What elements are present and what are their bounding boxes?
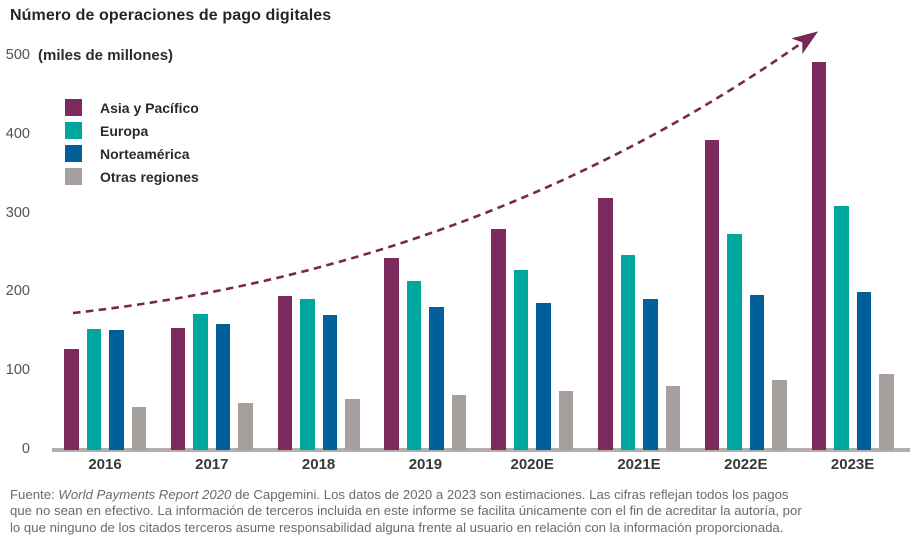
bar xyxy=(109,330,124,450)
bar-group-2019 xyxy=(384,257,467,450)
legend: Asia y Pacífico Europa Norteamérica Otras r… xyxy=(65,99,199,191)
chart-title: Número de operaciones de pago digitales xyxy=(10,7,332,24)
source-note-line: Fuente: World Payments Report 2020 de Ca… xyxy=(10,487,911,503)
y-tick-label: 0 xyxy=(21,441,30,457)
x-tick-label: 2022E xyxy=(724,456,768,473)
y-tick-label: 100 xyxy=(5,362,30,379)
y-axis-unit-label: (miles de millones) xyxy=(38,47,174,64)
bar-group-2018 xyxy=(277,295,360,450)
bar xyxy=(491,229,506,450)
source-note: Fuente: World Payments Report 2020 de Ca… xyxy=(10,487,911,536)
y-tick-label: 300 xyxy=(5,204,30,221)
bar xyxy=(704,139,720,450)
bar xyxy=(345,398,360,450)
source-report-name: World Payments Report 2020 xyxy=(58,487,232,502)
bar xyxy=(384,257,399,450)
legend-swatch-icon xyxy=(65,99,82,116)
bar-group-2021E xyxy=(598,197,680,450)
legend-item: Asia y Pacífico xyxy=(65,99,199,116)
bar-group-2022E xyxy=(704,139,787,450)
x-tick-label: 2018 xyxy=(301,456,336,473)
bar xyxy=(727,234,742,450)
bar xyxy=(429,307,444,450)
bar xyxy=(879,374,894,450)
bar xyxy=(238,402,253,450)
bar xyxy=(811,62,827,450)
legend-item: Norteamérica xyxy=(65,145,199,162)
bar xyxy=(170,327,186,450)
y-tick-label: 400 xyxy=(5,125,30,142)
legend-swatch-icon xyxy=(65,145,82,162)
bar xyxy=(749,294,765,450)
bar xyxy=(513,270,529,450)
legend-label: Asia y Pacífico xyxy=(100,99,199,116)
x-tick-label: 2016 xyxy=(88,456,122,473)
bar xyxy=(451,394,467,450)
source-prefix: Fuente: xyxy=(10,487,59,502)
legend-label: Otras regiones xyxy=(100,168,199,185)
bar-group-2016 xyxy=(64,328,146,450)
bar xyxy=(558,390,574,450)
bar xyxy=(64,349,79,450)
bar xyxy=(215,323,231,450)
source-note-line: que no sean en efectivo. La información … xyxy=(10,503,802,519)
x-axis-line xyxy=(52,448,910,452)
bar xyxy=(277,295,293,450)
bar xyxy=(300,298,315,450)
legend-swatch-icon xyxy=(65,168,82,185)
bar xyxy=(772,379,787,450)
bar xyxy=(620,254,635,450)
legend-label: Europa xyxy=(100,122,149,139)
bar xyxy=(131,406,146,450)
y-tick-label: 200 xyxy=(5,283,30,300)
bar xyxy=(322,315,338,450)
bar xyxy=(665,386,680,450)
x-tick-label: 2020E xyxy=(510,456,554,473)
bar xyxy=(86,328,101,450)
bar-group-2017 xyxy=(170,313,253,450)
legend-label: Norteamérica xyxy=(100,145,190,162)
bar xyxy=(536,302,551,450)
bar xyxy=(598,197,613,450)
x-tick-label: 2019 xyxy=(408,456,443,473)
bar-group-2023E xyxy=(811,62,894,450)
bar xyxy=(834,205,849,450)
bar xyxy=(193,313,208,450)
x-tick-label: 2017 xyxy=(195,456,229,473)
legend-item: Europa xyxy=(65,122,199,139)
legend-swatch-icon xyxy=(65,122,82,139)
bar xyxy=(643,298,658,450)
source-note-line: lo que ninguno de los citados terceros a… xyxy=(10,519,784,535)
bar-group-2020E xyxy=(491,229,574,450)
y-tick-label: 500 xyxy=(5,47,30,63)
source-line1-rest: de Capgemini. Los datos de 2020 a 2023 s… xyxy=(231,487,789,502)
x-tick-label: 2021E xyxy=(617,456,661,473)
legend-item: Otras regiones xyxy=(65,168,199,185)
bar xyxy=(856,292,872,450)
bar xyxy=(406,280,422,450)
x-tick-label: 2023E xyxy=(830,456,875,473)
